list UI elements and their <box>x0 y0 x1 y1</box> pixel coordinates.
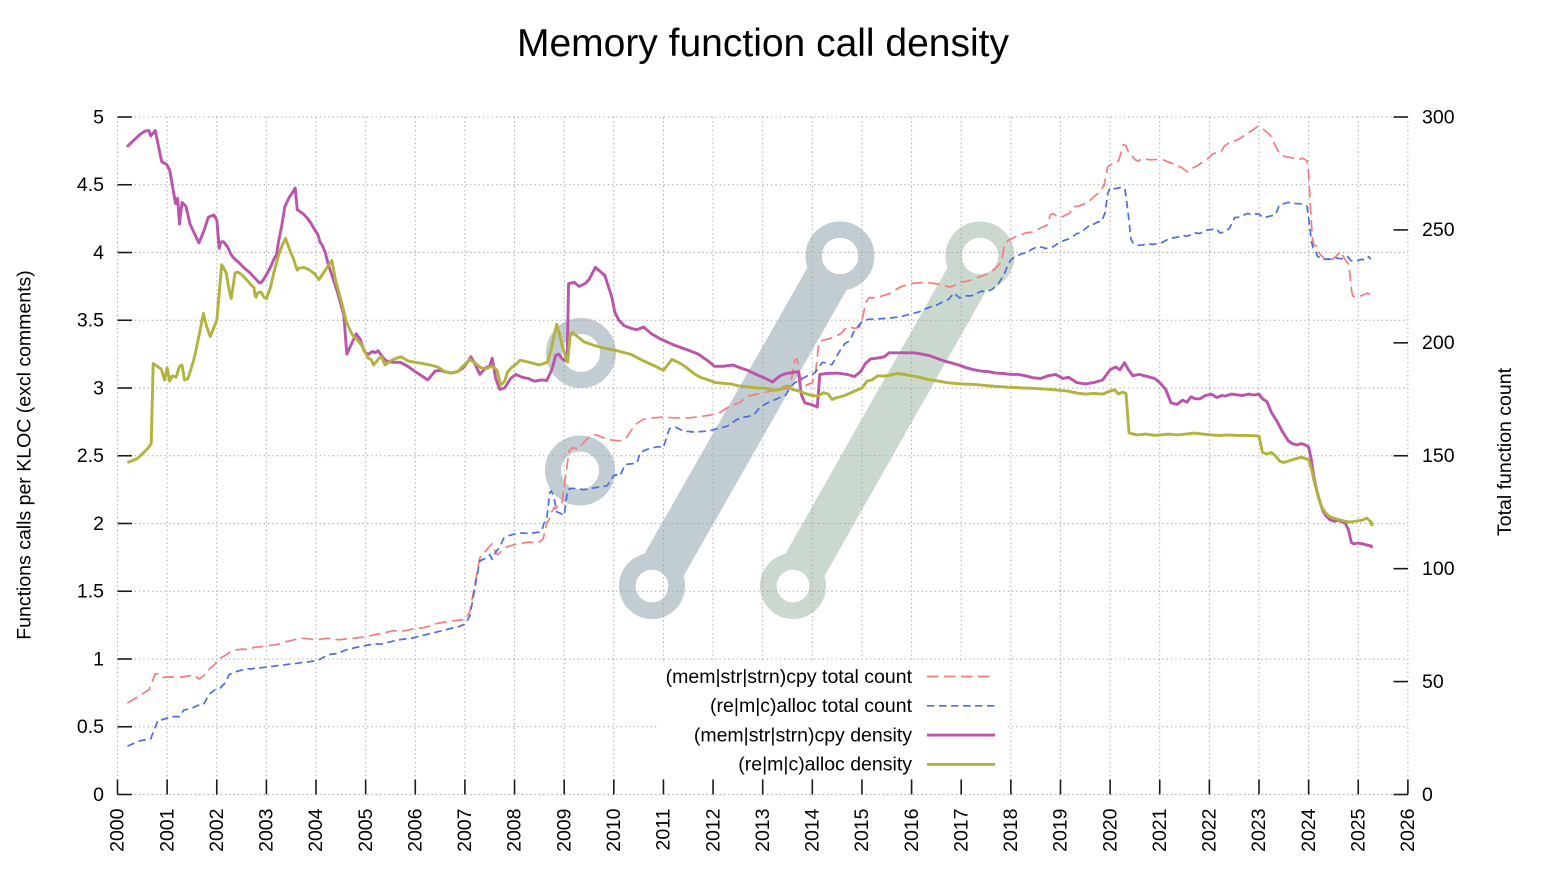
svg-text:2026: 2026 <box>1397 809 1419 852</box>
svg-text:2003: 2003 <box>256 809 278 852</box>
svg-text:0: 0 <box>1422 784 1433 806</box>
svg-text:5: 5 <box>93 106 104 128</box>
svg-text:2006: 2006 <box>405 809 427 852</box>
svg-text:2004: 2004 <box>305 808 327 852</box>
svg-text:2010: 2010 <box>603 808 625 852</box>
svg-text:2.5: 2.5 <box>77 445 104 467</box>
svg-text:50: 50 <box>1422 671 1444 693</box>
svg-text:(re|m|c)alloc density: (re|m|c)alloc density <box>738 754 912 776</box>
svg-text:2019: 2019 <box>1050 809 1072 852</box>
svg-text:(re|m|c)alloc total count: (re|m|c)alloc total count <box>710 695 913 717</box>
svg-text:2012: 2012 <box>702 809 724 852</box>
svg-text:2011: 2011 <box>653 809 675 851</box>
svg-text:2000: 2000 <box>107 808 129 852</box>
svg-text:2021: 2021 <box>1149 809 1171 852</box>
svg-text:100: 100 <box>1422 558 1455 580</box>
svg-text:250: 250 <box>1422 219 1455 241</box>
svg-text:2017: 2017 <box>950 809 972 852</box>
svg-text:4: 4 <box>93 242 104 264</box>
svg-text:Memory function call density: Memory function call density <box>517 22 1010 65</box>
svg-text:2005: 2005 <box>355 808 377 852</box>
svg-text:2013: 2013 <box>752 809 774 852</box>
svg-text:3: 3 <box>93 377 104 399</box>
svg-text:(mem|str|strn)cpy total count: (mem|str|strn)cpy total count <box>666 666 913 688</box>
svg-text:2015: 2015 <box>851 808 873 852</box>
svg-text:Total function count: Total function count <box>1494 367 1516 536</box>
svg-text:2: 2 <box>93 513 104 535</box>
svg-text:0.5: 0.5 <box>77 716 104 738</box>
svg-text:2020: 2020 <box>1099 808 1121 852</box>
svg-text:2024: 2024 <box>1298 808 1320 852</box>
svg-text:2008: 2008 <box>504 809 526 852</box>
svg-text:4.5: 4.5 <box>77 174 104 196</box>
svg-text:2018: 2018 <box>1000 809 1022 852</box>
svg-text:2007: 2007 <box>454 809 476 852</box>
svg-text:2025: 2025 <box>1347 808 1369 852</box>
svg-text:1.5: 1.5 <box>77 581 104 603</box>
svg-text:1: 1 <box>93 648 104 670</box>
svg-text:0: 0 <box>93 784 104 806</box>
svg-text:2023: 2023 <box>1248 809 1270 852</box>
svg-text:300: 300 <box>1422 106 1455 128</box>
svg-text:150: 150 <box>1422 445 1455 467</box>
svg-text:2009: 2009 <box>553 809 575 852</box>
svg-text:2016: 2016 <box>901 809 923 852</box>
svg-text:200: 200 <box>1422 332 1455 354</box>
svg-text:2002: 2002 <box>206 809 228 852</box>
svg-text:2014: 2014 <box>802 808 824 852</box>
svg-text:(mem|str|strn)cpy density: (mem|str|strn)cpy density <box>694 724 912 746</box>
svg-text:Functions calls per KLOC (excl: Functions calls per KLOC (excl comments) <box>14 270 36 640</box>
svg-text:3.5: 3.5 <box>77 310 104 332</box>
svg-text:2001: 2001 <box>156 809 178 852</box>
svg-text:2022: 2022 <box>1199 809 1221 852</box>
